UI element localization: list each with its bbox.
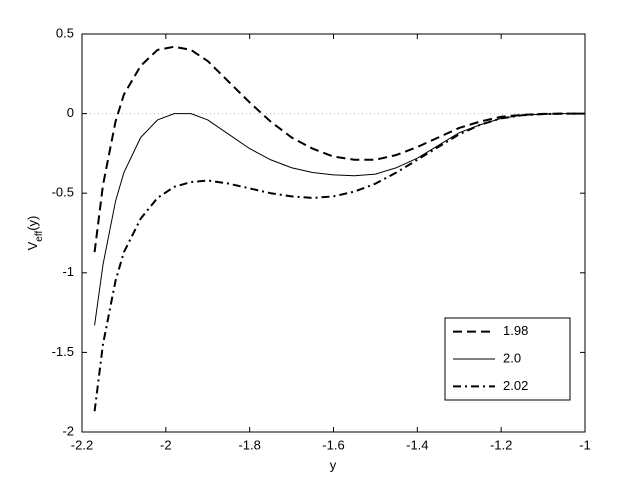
x-tick-label: -1.8 [238, 437, 260, 452]
legend-label: 2.02 [503, 378, 528, 393]
y-tick-label: -1.5 [52, 344, 74, 359]
y-label-main: V [25, 241, 40, 250]
legend-label: 1.98 [503, 323, 528, 338]
y-tick-label: -0.5 [52, 185, 74, 200]
x-tick-label: -1.4 [406, 437, 428, 452]
y-tick-label: -1 [62, 264, 74, 279]
plot-frame [81, 33, 586, 433]
x-tick-label: -2 [160, 437, 172, 452]
y-tick-label: -2 [62, 423, 74, 438]
y-label-tail: (y) [25, 216, 40, 231]
y-axis-label: Veff(y) [25, 216, 44, 251]
y-tick-label: 0.5 [56, 25, 74, 40]
y-label-sub: eff [34, 231, 45, 242]
x-tick-label: -2.2 [71, 437, 93, 452]
y-tick-label: 0 [67, 105, 74, 120]
data-line [93, 45, 585, 253]
x-tick-label: -1.2 [490, 437, 512, 452]
data-line [94, 113, 585, 326]
legend-label: 2.0 [503, 350, 521, 365]
x-tick-label: -1.6 [322, 437, 344, 452]
x-tick-label: -1 [579, 437, 591, 452]
x-axis-label: y [330, 457, 337, 472]
